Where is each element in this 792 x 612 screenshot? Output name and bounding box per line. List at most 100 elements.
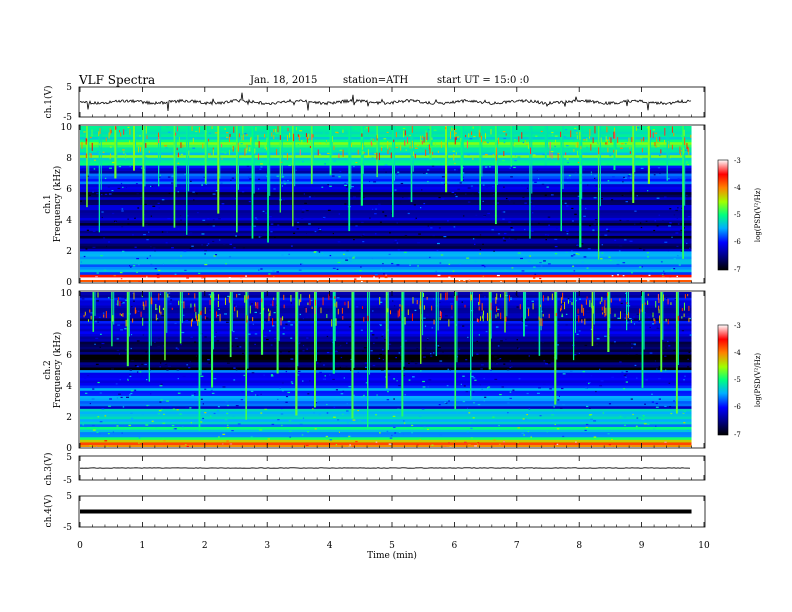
spectrogram-speckle bbox=[659, 154, 661, 157]
spectrogram-speckle bbox=[80, 200, 83, 202]
spectrogram-upper-burst bbox=[495, 297, 497, 304]
spectrogram-speckle bbox=[502, 218, 505, 220]
spectrogram-speckle bbox=[483, 400, 486, 402]
spectrogram-speckle bbox=[683, 410, 686, 412]
spectrogram-speckle bbox=[281, 390, 284, 392]
spectrogram-speckle bbox=[472, 158, 474, 160]
spectrogram-upper-burst bbox=[363, 316, 365, 322]
spectrogram-speckle bbox=[564, 202, 567, 204]
spectrogram-speckle bbox=[467, 336, 469, 339]
spectrogram-speckle bbox=[130, 347, 132, 350]
spectrogram-speckle bbox=[127, 411, 131, 413]
spectrogram-upper-burst bbox=[557, 152, 559, 161]
spectrogram-band-row bbox=[80, 128, 692, 132]
spectrogram-spheric bbox=[362, 126, 364, 174]
spectrogram-speckle bbox=[470, 427, 473, 429]
spectrogram-speckle bbox=[476, 340, 478, 343]
spectrogram-spheric bbox=[269, 126, 271, 196]
spectrogram-speckle bbox=[332, 232, 334, 235]
spectrogram-upper-burst bbox=[142, 317, 144, 326]
spectrogram-speckle bbox=[151, 420, 154, 422]
spectrogram-spheric bbox=[247, 292, 249, 369]
spectrogram-speckle bbox=[200, 398, 203, 400]
spectrogram-speckle bbox=[642, 415, 645, 417]
spectrogram-speckle bbox=[578, 352, 580, 355]
spectrogram-speckle bbox=[689, 247, 691, 249]
spectrogram-upper-burst bbox=[631, 137, 633, 142]
spectrogram-spheric bbox=[279, 126, 281, 213]
spectrogram-speckle bbox=[92, 388, 95, 390]
spectrogram-speckle bbox=[302, 318, 304, 320]
spectrogram-speckle bbox=[218, 308, 220, 310]
spectrogram-speckle bbox=[527, 299, 530, 302]
spectrogram-upper-burst bbox=[468, 133, 470, 138]
spectrogram-speckle bbox=[684, 375, 686, 377]
spectrogram-speckle bbox=[89, 445, 92, 447]
spectrogram-speckle bbox=[527, 430, 529, 433]
spectrogram-spheric bbox=[525, 292, 527, 319]
spectrogram-speckle bbox=[306, 348, 308, 350]
spectrogram-speckle bbox=[465, 390, 469, 393]
spectrogram-speckle bbox=[673, 268, 676, 270]
spectrogram-upper-burst bbox=[668, 144, 670, 149]
spectrogram-speckle bbox=[388, 253, 391, 255]
spectrogram-speckle bbox=[344, 184, 348, 187]
spectrogram-speckle bbox=[400, 346, 403, 348]
spectrogram-speckle bbox=[274, 338, 277, 340]
spectrogram-spheric bbox=[462, 126, 464, 160]
spectrogram-upper-burst bbox=[592, 305, 594, 314]
spectrogram-upper-burst bbox=[426, 296, 428, 300]
spectrogram-speckle bbox=[576, 244, 579, 246]
spectrogram-upper-burst bbox=[626, 301, 628, 305]
x-tick-label: 0 bbox=[77, 541, 83, 551]
spectrogram-band-row bbox=[80, 126, 692, 130]
spectrogram-speckle bbox=[254, 311, 257, 314]
spectrogram-speckle bbox=[281, 185, 284, 187]
spectrogram-speckle bbox=[279, 249, 282, 251]
spectrogram-speckle bbox=[591, 445, 593, 447]
spectrogram-speckle bbox=[439, 262, 442, 264]
spectrogram-speckle bbox=[651, 401, 654, 403]
spectrogram-band-row bbox=[80, 431, 692, 435]
spectrogram-speckle bbox=[528, 141, 531, 143]
spectrogram-spheric bbox=[504, 292, 506, 333]
cb2-tick-m7: -7 bbox=[734, 431, 741, 439]
spectrogram-speckle bbox=[122, 406, 125, 408]
spectrogram-speckle bbox=[210, 389, 213, 391]
spectrogram-speckle bbox=[104, 415, 107, 417]
spectrogram-upper-burst bbox=[286, 153, 288, 161]
spectrogram-upper-burst bbox=[453, 153, 455, 161]
spectrogram-speckle bbox=[85, 248, 88, 250]
spectrogram-upper-burst bbox=[110, 129, 112, 134]
spectrogram-spheric bbox=[479, 126, 481, 211]
spectrogram-speckle bbox=[610, 343, 614, 345]
spectrogram-speckle bbox=[204, 412, 207, 414]
spectrogram-speckle bbox=[673, 349, 676, 351]
spectrogram-upper-burst bbox=[258, 141, 260, 148]
spectrogram-speckle bbox=[586, 146, 588, 148]
spectrogram-spheric bbox=[251, 126, 254, 239]
spectrogram-speckle bbox=[530, 436, 532, 438]
spectrogram-upper-burst bbox=[654, 142, 656, 147]
spectrogram-spheric bbox=[114, 126, 117, 179]
spectrogram-speckle bbox=[527, 307, 530, 309]
spectrogram-upper-burst bbox=[387, 141, 389, 149]
spectrogram-speckle bbox=[231, 313, 234, 315]
spectrogram-speckle bbox=[318, 413, 321, 416]
spectrogram-speckle bbox=[467, 201, 471, 203]
spectrogram-speckle bbox=[101, 211, 104, 213]
spectrogram-speckle bbox=[189, 247, 192, 250]
spectrogram-speckle bbox=[115, 383, 118, 385]
spectrogram-speckle bbox=[151, 185, 153, 188]
spectrogram-speckle bbox=[131, 417, 134, 419]
spectrogram-speckle bbox=[145, 424, 149, 426]
spectrogram-speckle bbox=[385, 376, 387, 378]
spectrogram-upper-burst bbox=[454, 137, 456, 145]
spectrogram-speckle bbox=[148, 404, 150, 407]
spectrogram-upper-burst bbox=[242, 126, 244, 134]
spectrogram-speckle bbox=[684, 149, 687, 151]
spectrogram-speckle bbox=[99, 392, 102, 394]
spectrogram-speckle bbox=[229, 328, 231, 330]
spectrogram-speckle bbox=[195, 193, 198, 195]
spectrogram-speckle bbox=[130, 390, 134, 392]
